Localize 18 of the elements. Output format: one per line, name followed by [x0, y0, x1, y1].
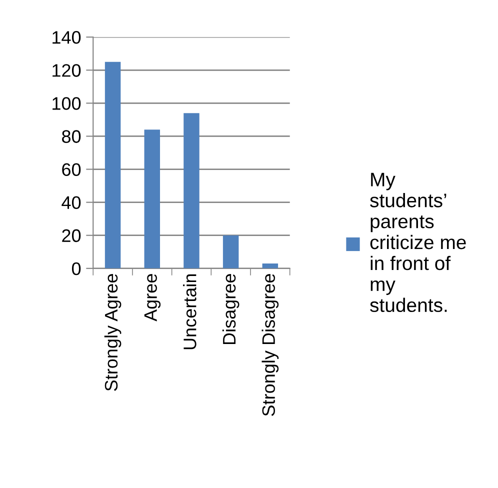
bar [184, 113, 200, 268]
legend-label: My students’ parents criticize me in front of my students. [370, 172, 466, 312]
x-tick-label: Disagree [222, 274, 240, 344]
y-tick-label: 40 [62, 196, 81, 210]
x-tick-label: Agree [144, 274, 161, 322]
y-tick-label: 120 [52, 64, 81, 77]
y-tick-label: 60 [62, 163, 81, 176]
y-tick-label: 80 [62, 130, 81, 143]
bar [144, 130, 160, 268]
x-tick-label: Strongly Agree [104, 274, 122, 391]
y-tick-label: 0 [72, 262, 81, 276]
x-tick-label: Uncertain [183, 274, 196, 350]
y-tick-label: 140 [52, 31, 81, 44]
bar [222, 235, 239, 268]
y-tick-label: 100 [52, 97, 81, 110]
y-tick-label: 20 [62, 229, 81, 242]
bar [104, 62, 121, 268]
x-tick-label: Strongly Disagree [262, 274, 279, 416]
